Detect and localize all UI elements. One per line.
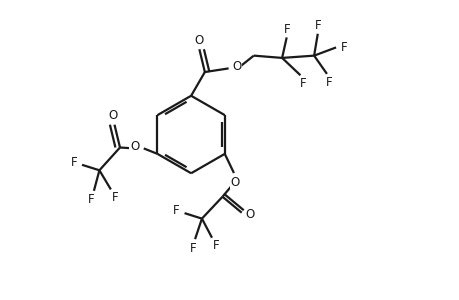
Text: F: F [325, 76, 332, 89]
Text: O: O [230, 176, 239, 189]
Text: F: F [88, 194, 95, 206]
Text: O: O [130, 140, 139, 153]
Text: O: O [245, 208, 254, 221]
Text: F: F [299, 77, 305, 90]
Text: O: O [108, 109, 118, 122]
Text: F: F [213, 239, 219, 253]
Text: F: F [112, 191, 118, 204]
Text: F: F [173, 204, 179, 218]
Text: F: F [70, 156, 77, 169]
Text: O: O [232, 60, 241, 73]
Text: F: F [283, 23, 289, 36]
Text: F: F [189, 242, 196, 255]
Text: F: F [314, 19, 320, 32]
Text: F: F [340, 41, 347, 54]
Text: O: O [194, 34, 203, 46]
